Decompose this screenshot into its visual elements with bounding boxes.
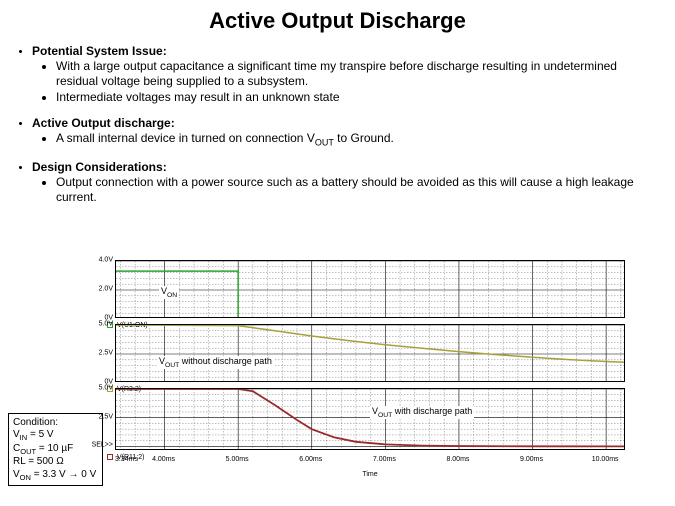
chart-panel: 0V2.0V4.0VV(U1:ON)VON [115, 260, 655, 318]
section: Design Considerations:Output connection … [32, 160, 657, 205]
condition-title: Condition: [13, 417, 96, 430]
x-tick-label: 9.00ms [520, 456, 543, 463]
x-tick-label: 6.00ms [299, 456, 322, 463]
chart-area: 0V2.0V4.0VV(U1:ON)VON 0V2.5V5.0VV(R3:2)VO… [115, 260, 655, 478]
condition-line: VIN = 5 V [13, 429, 96, 442]
signal-label: VOUT with discharge path [370, 406, 474, 419]
x-tick-label: 10.00ms [592, 456, 619, 463]
bullet: Intermediate voltages may result in an u… [56, 90, 657, 105]
page-title: Active Output Discharge [0, 0, 675, 40]
x-axis-title: Time [115, 471, 625, 478]
text-content: Potential System Issue:With a large outp… [0, 44, 675, 212]
trace-marker [107, 454, 113, 460]
condition-line: VON = 3.3 V → 0 V [13, 469, 96, 482]
x-tick-label: 8.00ms [446, 456, 469, 463]
bullet: With a large output capacitance a signif… [56, 59, 657, 89]
y-tick-label: 5.0V [99, 321, 113, 328]
section: Potential System Issue:With a large outp… [32, 44, 657, 105]
bullet: Output connection with a power source su… [56, 175, 657, 205]
chart-panel: SEL>>2.5V5.0VV(R11:2)VOUT with discharge… [115, 388, 655, 450]
signal-label: VON [159, 286, 179, 299]
y-tick-label: 2.0V [99, 286, 113, 293]
condition-line: RL = 500 Ω [13, 456, 96, 469]
section-head: Potential System Issue: [32, 44, 657, 58]
x-axis: 3.34ms 4.00ms 5.00ms 6.00ms 7.00ms 8.00ms 9.00… [115, 456, 625, 470]
signal-label: VOUT without discharge path [157, 356, 274, 369]
x-tick-label: 3.34ms [115, 456, 138, 463]
condition-line: COUT = 10 µF [13, 443, 96, 456]
x-tick-label: 4.00ms [152, 456, 175, 463]
y-tick-label: 4.0V [99, 257, 113, 264]
y-tick-label: 5.0V [99, 385, 113, 392]
x-tick-label: 7.00ms [373, 456, 396, 463]
section-head: Active Output discharge: [32, 116, 657, 130]
y-tick-label: SEL>> [92, 442, 113, 449]
section: Active Output discharge:A small internal… [32, 116, 657, 149]
y-tick-label: 2.5V [99, 413, 113, 420]
trace-line [116, 271, 625, 318]
x-tick-label: 5.00ms [226, 456, 249, 463]
y-tick-label: 2.5V [99, 350, 113, 357]
section-head: Design Considerations: [32, 160, 657, 174]
bullet: A small internal device in turned on con… [56, 131, 657, 149]
chart-panel: 0V2.5V5.0VV(R3:2)VOUT without discharge … [115, 324, 655, 382]
